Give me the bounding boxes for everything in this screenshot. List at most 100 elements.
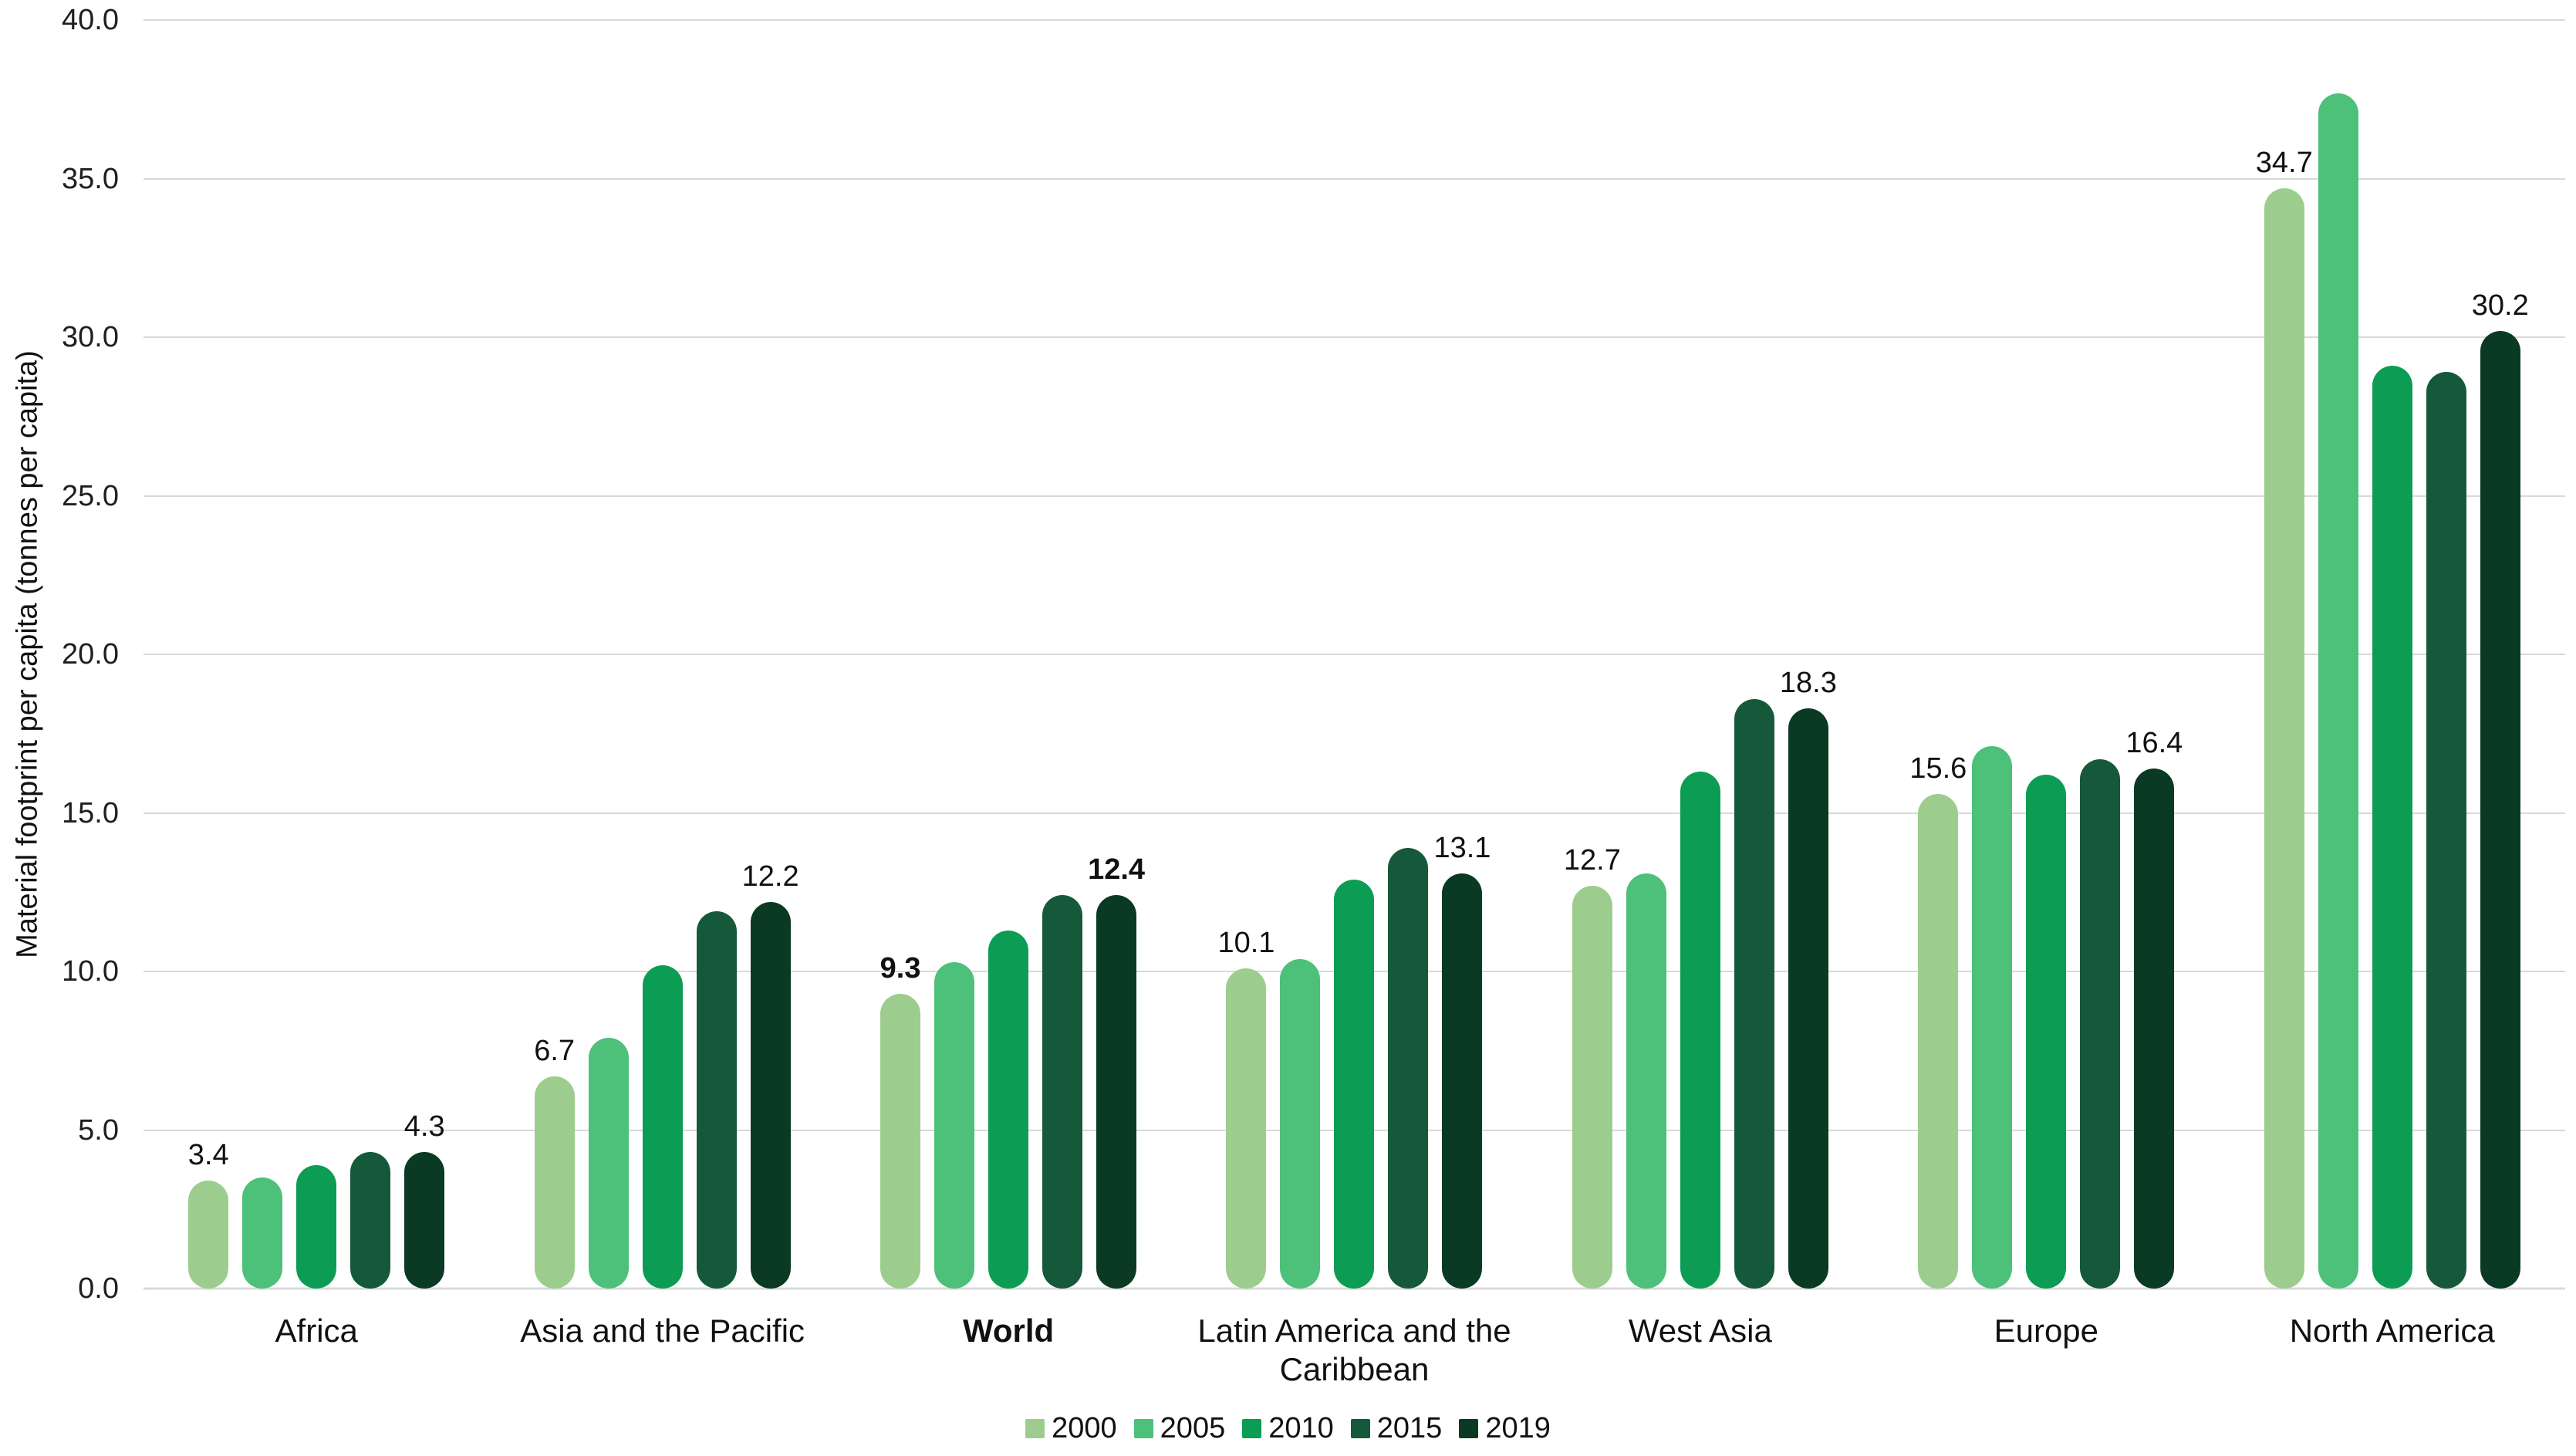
bar-group: 10.1 13.1 (1181, 833, 1527, 1289)
bar: 4.3 (404, 1112, 445, 1289)
x-axis-label-text: Latin America and the Caribbean (1197, 1312, 1511, 1387)
bar: 12.2 (742, 862, 799, 1289)
legend-item: 2019 (1459, 1414, 1551, 1443)
x-axis-labels: Africa Asia and the Pacific World Latin Ame… (143, 1312, 2565, 1389)
legend-item: 2000 (1025, 1414, 1117, 1443)
bar-value-label: 30.2 (2471, 289, 2529, 322)
bar (588, 1038, 629, 1289)
bar (642, 965, 683, 1289)
bar-value-label: 13.1 (1433, 832, 1491, 864)
bar-group: 3.4 4.3 (143, 1112, 489, 1289)
bar (696, 911, 737, 1289)
bar (1042, 895, 1083, 1289)
bar-value-label: 15.6 (1909, 752, 1967, 785)
x-axis-line (143, 1287, 2565, 1290)
x-axis-label: Latin America and the Caribbean (1181, 1312, 1527, 1389)
y-axis-title: Material footprint per capita (tonnes pe… (11, 350, 44, 958)
bar: 34.7 (2256, 148, 2313, 1289)
legend-swatch-icon (1025, 1418, 1045, 1438)
y-tick-label: 5.0 (78, 1113, 119, 1147)
bar (1280, 959, 1321, 1289)
bar-value-label: 12.4 (1088, 853, 1146, 886)
bar-group: 6.7 12.2 (489, 862, 835, 1289)
bar: 9.3 (880, 954, 920, 1289)
legend-year-label: 2005 (1160, 1412, 1226, 1444)
bar-group: 15.6 16.4 (1873, 728, 2219, 1289)
bar-value-label: 3.4 (187, 1139, 229, 1171)
bar: 18.3 (1780, 668, 1837, 1289)
y-tick-label: 10.0 (62, 955, 119, 988)
bar (988, 931, 1029, 1289)
gridline (143, 177, 2565, 180)
bar (2372, 366, 2412, 1289)
x-axis-label: Europe (1873, 1312, 2219, 1389)
bar (350, 1152, 391, 1289)
bar (1626, 873, 1666, 1289)
x-axis-label-text: World (962, 1312, 1055, 1349)
legend-swatch-icon (1459, 1418, 1479, 1438)
bar-value-label: 34.7 (2255, 147, 2313, 179)
bar (1972, 746, 2013, 1289)
bar-value-label: 9.3 (879, 952, 921, 985)
bar (2318, 93, 2358, 1289)
bar: 15.6 (1909, 754, 1967, 1289)
legend: 2000 2005 2010 2015 2019 (0, 1414, 2576, 1443)
y-tick-label: 30.0 (62, 321, 119, 353)
x-axis-label-text: Europe (1994, 1312, 2099, 1349)
legend-year-label: 2019 (1485, 1412, 1551, 1444)
x-axis-label-text: Asia and the Pacific (520, 1312, 805, 1349)
bar-value-label: 10.1 (1217, 927, 1275, 959)
legend-item: 2015 (1350, 1412, 1443, 1444)
bar-value-label: 16.4 (2125, 727, 2183, 759)
bar-groups: 3.4 4.3 6.7 12.2 9.3 12.4 10.1 13.1 12.7 18.3 15.6… (143, 20, 2565, 1289)
gridline (143, 495, 2565, 497)
legend-swatch-icon (1350, 1418, 1370, 1438)
bar (1388, 848, 1429, 1289)
bar-group: 12.7 18.3 (1528, 668, 1873, 1289)
bar (296, 1165, 337, 1289)
bar-value-label: 6.7 (534, 1035, 576, 1067)
bar (2426, 372, 2466, 1289)
bar: 12.7 (1564, 846, 1621, 1289)
bar: 16.4 (2125, 728, 2183, 1289)
bar (1334, 880, 1375, 1289)
bar-value-label: 4.3 (403, 1110, 445, 1143)
x-axis-label: Africa (143, 1312, 489, 1389)
x-axis-label: North America (2220, 1312, 2565, 1389)
bar (2080, 759, 2121, 1289)
x-axis-label: Asia and the Pacific (489, 1312, 835, 1389)
legend-year-label: 2010 (1268, 1412, 1334, 1444)
bar-value-label: 12.7 (1563, 844, 1621, 877)
gridline (143, 812, 2565, 814)
bar: 13.1 (1433, 833, 1491, 1289)
bar: 3.4 (188, 1140, 229, 1289)
bar: 10.1 (1217, 928, 1274, 1289)
bar (934, 962, 975, 1289)
bar-value-label: 18.3 (1779, 667, 1837, 699)
legend-year-label: 2000 (1052, 1412, 1117, 1444)
y-tick-label: 35.0 (62, 162, 119, 195)
legend-year-label: 2015 (1376, 1412, 1443, 1444)
bar-group: 34.7 30.2 (2220, 93, 2565, 1289)
y-tick-label: 40.0 (62, 4, 119, 36)
legend-item: 2005 (1133, 1412, 1226, 1444)
y-tick-label: 0.0 (78, 1272, 119, 1305)
x-axis-label-text: North America (2289, 1312, 2495, 1349)
y-tick-label: 20.0 (62, 638, 119, 671)
bar: 30.2 (2472, 291, 2529, 1289)
x-axis-label: World (836, 1312, 1181, 1389)
x-axis-label: West Asia (1528, 1312, 1873, 1389)
bar: 6.7 (534, 1036, 575, 1289)
legend-swatch-icon (1242, 1418, 1262, 1438)
legend-item: 2010 (1242, 1414, 1334, 1443)
legend-swatch-icon (1133, 1418, 1153, 1438)
bar (242, 1177, 283, 1289)
gridline (143, 654, 2565, 655)
y-tick-label: 25.0 (62, 479, 119, 512)
bar: 12.4 (1088, 855, 1145, 1289)
gridline (143, 336, 2565, 338)
bar-value-label: 12.2 (741, 860, 799, 893)
bar (1734, 699, 1774, 1289)
bar (1680, 772, 1720, 1289)
